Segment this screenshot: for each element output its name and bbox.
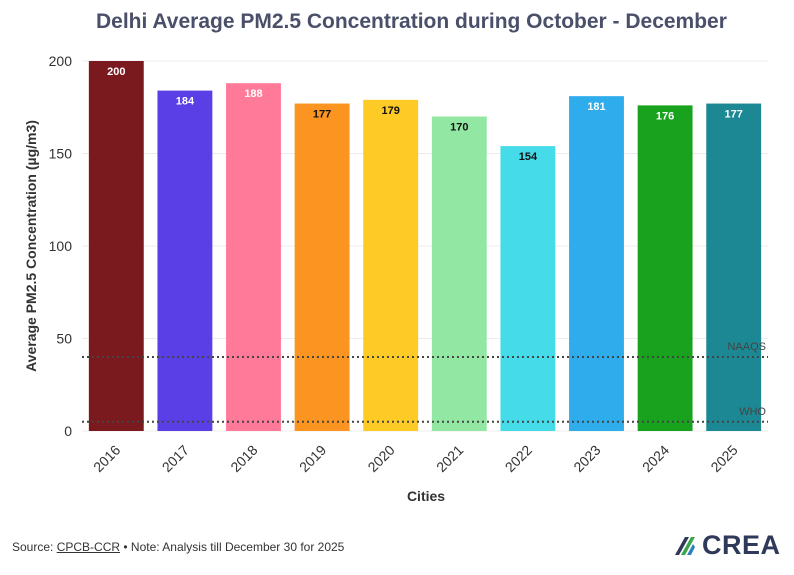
source-note: Source: CPCB-CCR • Note: Analysis till D… bbox=[12, 540, 344, 554]
bar-2023 bbox=[569, 96, 624, 432]
y-tick-label: 0 bbox=[64, 423, 72, 439]
y-axis-title: Average PM2.5 Concentration (µg/m3) bbox=[23, 120, 39, 372]
y-tick-label: 200 bbox=[49, 53, 73, 69]
crea-logo: CREA bbox=[672, 530, 781, 561]
bar-2022 bbox=[500, 146, 556, 431]
data-label-2025: 177 bbox=[725, 109, 743, 121]
reference-label-who: WHO bbox=[739, 406, 766, 418]
x-tick-label: 2018 bbox=[227, 442, 260, 475]
x-tick-label: 2025 bbox=[707, 442, 740, 475]
bar-chart: 0 50 100 150 200 200 2016 184 2017 188 2018 177 2019… bbox=[23, 53, 768, 504]
bar-2021 bbox=[431, 116, 487, 431]
reference-label-naaqs: NAAQS bbox=[727, 341, 766, 353]
chart-title: Delhi Average PM2.5 Concentration during… bbox=[96, 10, 727, 33]
note-text: • Note: Analysis till December 30 for 20… bbox=[120, 540, 345, 554]
data-label-2023: 181 bbox=[587, 101, 605, 113]
source-prefix: Source: bbox=[12, 540, 57, 554]
bar-2018 bbox=[226, 83, 281, 431]
x-tick-label: 2022 bbox=[502, 442, 535, 475]
x-axis-title: Cities bbox=[407, 488, 445, 504]
bar-2020 bbox=[363, 99, 419, 431]
source-link[interactable]: CPCB-CCR bbox=[56, 540, 121, 554]
x-tick-label: 2019 bbox=[296, 442, 329, 475]
data-label-2022: 154 bbox=[519, 151, 538, 163]
x-tick-label: 2024 bbox=[639, 442, 672, 475]
x-tick-label: 2017 bbox=[159, 442, 192, 475]
bar-2016 bbox=[88, 61, 144, 431]
data-label-2018: 188 bbox=[244, 88, 262, 100]
x-tick-label: 2016 bbox=[90, 442, 123, 475]
y-tick-label: 100 bbox=[49, 238, 73, 254]
x-tick-label: 2021 bbox=[433, 442, 466, 475]
data-label-2019: 177 bbox=[313, 109, 331, 121]
data-label-2020: 179 bbox=[382, 105, 400, 117]
logo-text: CREA bbox=[702, 530, 781, 560]
bar-2019 bbox=[294, 103, 350, 432]
y-tick-label: 50 bbox=[56, 331, 72, 347]
data-label-2017: 184 bbox=[176, 96, 195, 108]
data-label-2021: 170 bbox=[450, 122, 468, 134]
x-tick-label: 2020 bbox=[364, 442, 397, 475]
data-label-2016: 200 bbox=[107, 66, 125, 78]
bar-2017 bbox=[157, 90, 213, 431]
x-tick-label: 2023 bbox=[570, 442, 603, 475]
y-tick-label: 150 bbox=[49, 146, 73, 162]
crea-leaf-icon bbox=[675, 536, 695, 555]
data-label-2024: 176 bbox=[656, 110, 674, 122]
bar-2024 bbox=[637, 105, 693, 432]
bar-2025 bbox=[706, 103, 762, 432]
